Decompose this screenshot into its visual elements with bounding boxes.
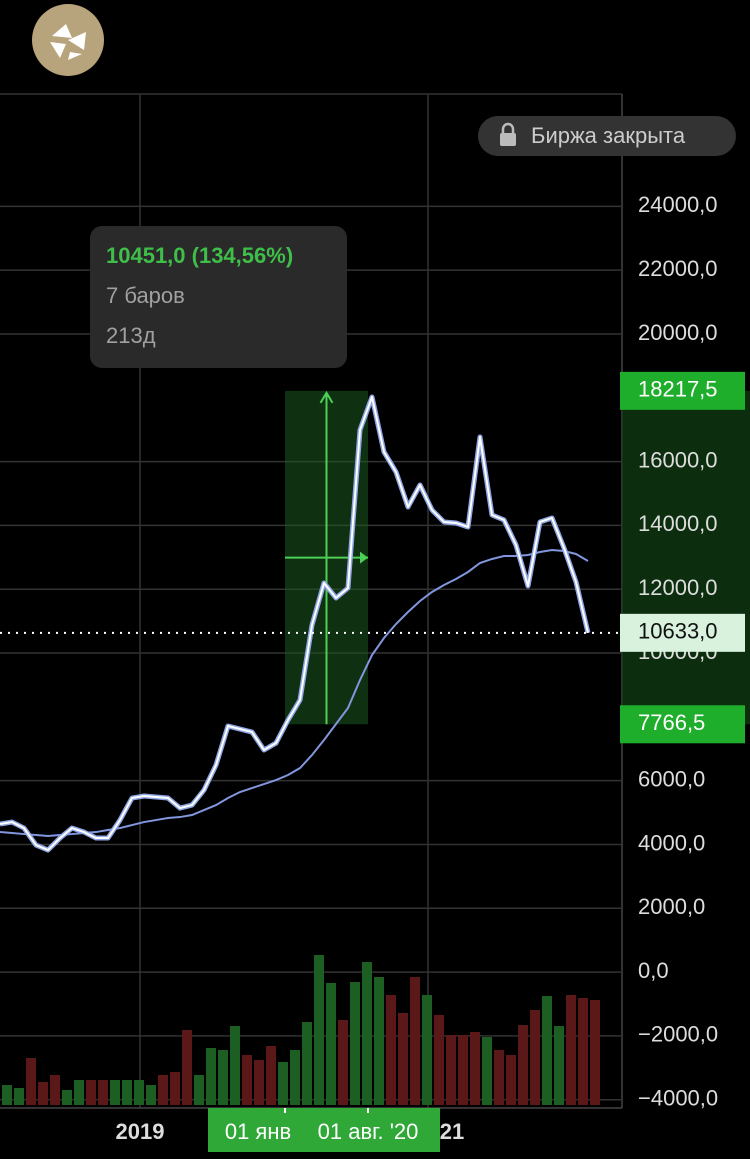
- y-tick-label: 2000,0: [638, 894, 705, 919]
- volume-bar: [26, 1058, 36, 1105]
- tooltip-duration: 213д: [106, 323, 156, 348]
- volume-bar: [494, 1050, 504, 1105]
- volume-bar: [242, 1055, 252, 1105]
- volume-bar: [158, 1075, 168, 1105]
- x-label: 2019: [116, 1119, 165, 1144]
- price-tag-label: 18217,5: [638, 377, 718, 402]
- volume-bar: [566, 995, 576, 1105]
- price-line: [0, 395, 589, 852]
- volume-bar: [50, 1075, 60, 1105]
- volume-bar: [110, 1080, 120, 1105]
- volume-bar: [458, 1035, 468, 1105]
- measure-arrowhead: [319, 390, 334, 404]
- y-tick-label: 22000,0: [638, 256, 718, 281]
- price-tag: [620, 705, 745, 744]
- tooltip-bg: [90, 226, 347, 368]
- logo-mark: [50, 24, 86, 60]
- y-tick-label: 24000,0: [638, 192, 718, 217]
- y-tick-label: 6000,0: [638, 766, 705, 791]
- volume-bar: [350, 982, 360, 1105]
- volume-bar: [14, 1088, 24, 1105]
- volume-bar: [122, 1080, 132, 1105]
- lock-icon: [501, 122, 515, 133]
- price-tag: [620, 371, 745, 410]
- volume-bar: [194, 1075, 204, 1105]
- x-label: 21: [440, 1119, 464, 1144]
- y-tick-label: 16000,0: [638, 447, 718, 472]
- range-shade: [622, 390, 750, 725]
- volume-bar: [266, 1046, 276, 1105]
- volume-bar: [590, 1000, 600, 1105]
- volume-bar: [434, 1015, 444, 1105]
- logo[interactable]: [32, 4, 104, 76]
- volume-bar: [254, 1060, 264, 1105]
- badge-bg: [478, 116, 736, 156]
- volume-bar: [326, 983, 336, 1105]
- price-tag-label: 10633,0: [638, 619, 718, 644]
- ma-line: [0, 548, 589, 838]
- volume-bar: [338, 1020, 348, 1105]
- volume-bar: [374, 977, 384, 1105]
- volume-bar: [446, 1035, 456, 1105]
- x-range-highlight: [208, 1108, 440, 1152]
- volume-bar: [146, 1085, 156, 1105]
- volume-bar: [2, 1085, 12, 1105]
- volume-bar: [530, 1010, 540, 1105]
- y-tick-label: 0,0: [638, 958, 669, 983]
- y-tick-label: 14000,0: [638, 511, 718, 536]
- tooltip-bars: 7 баров: [106, 283, 185, 308]
- price-tag: [620, 613, 745, 652]
- volume-bar: [74, 1080, 84, 1105]
- volume-bar: [290, 1050, 300, 1105]
- volume-bar: [218, 1050, 228, 1105]
- y-tick-label: −2000,0: [638, 1022, 718, 1047]
- volume-bar: [482, 1037, 492, 1105]
- x-label: 01 авг. '20: [318, 1119, 419, 1144]
- volume-bar: [38, 1082, 48, 1105]
- volume-bar: [134, 1080, 144, 1105]
- price-tag-label: 7766,5: [638, 710, 705, 735]
- volume-bar: [302, 1022, 312, 1105]
- y-tick-label: −4000,0: [638, 1086, 718, 1111]
- volume-bar: [542, 996, 552, 1105]
- volume-bar: [518, 1025, 528, 1105]
- volume-bar: [506, 1055, 516, 1105]
- volume-bar: [278, 1062, 288, 1105]
- volume-bar: [314, 955, 324, 1105]
- volume-bar: [182, 1030, 192, 1105]
- volume-bar: [578, 998, 588, 1105]
- volume-bar: [386, 995, 396, 1105]
- volume-bar: [422, 995, 432, 1105]
- volume-bar: [398, 1013, 408, 1105]
- volume-bar: [170, 1072, 180, 1105]
- volume-bar: [206, 1048, 216, 1105]
- status-text: Биржа закрыта: [531, 123, 686, 148]
- volume-bar: [410, 977, 420, 1105]
- volume-bar: [470, 1032, 480, 1105]
- volume-bar: [230, 1026, 240, 1105]
- tooltip-change: 10451,0 (134,56%): [106, 243, 293, 268]
- x-label: 01 янв: [225, 1119, 291, 1144]
- volume-bar: [554, 1026, 564, 1105]
- y-tick-label: 12000,0: [638, 575, 718, 600]
- tooltip: 10451,0 (134,56%) 7 баров 213д: [90, 226, 347, 368]
- volume-bar: [98, 1080, 108, 1105]
- volume-bar: [86, 1080, 96, 1105]
- y-tick-label: 20000,0: [638, 320, 718, 345]
- measure-arrowhead: [360, 551, 368, 564]
- lock-icon: [500, 133, 516, 146]
- y-tick-label: 4000,0: [638, 830, 705, 855]
- volume-bar: [362, 962, 372, 1105]
- volume-bar: [62, 1090, 72, 1105]
- status-badge: Биржа закрыта: [478, 116, 736, 156]
